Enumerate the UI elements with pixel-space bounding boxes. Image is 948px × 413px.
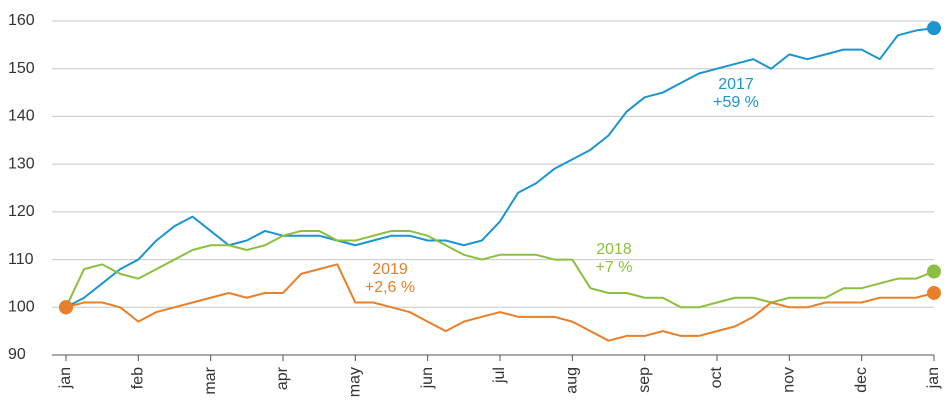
y-tick-label: 120	[8, 203, 35, 220]
end-dot	[927, 264, 941, 279]
y-tick-label: 160	[8, 12, 35, 29]
y-tick-label: 100	[8, 299, 35, 316]
y-tick-label: 140	[8, 108, 35, 125]
x-tick-label: nov	[781, 367, 798, 393]
x-tick-label: sep	[636, 367, 653, 393]
end-dot	[927, 21, 941, 36]
start-dot	[59, 300, 73, 315]
y-tick-label: 90	[8, 346, 26, 363]
x-tick-label: jan	[57, 367, 74, 389]
x-tick-label: apr	[274, 366, 291, 390]
series-line	[65, 263, 935, 342]
y-tick-label: 110	[8, 251, 34, 268]
series-change: +2,6 %	[365, 279, 415, 296]
x-tick-label: jul	[491, 367, 508, 384]
x-tick-label: aug	[564, 367, 581, 394]
y-tick-label: 150	[8, 60, 35, 77]
series-label: 2018	[596, 241, 632, 258]
series-label: 2017	[718, 76, 754, 93]
x-tick-label: oct	[708, 366, 725, 388]
x-tick-label: dec	[853, 367, 870, 393]
x-tick-label: jan	[925, 367, 942, 389]
x-tick-label: mar	[202, 366, 219, 394]
series-label: 2019	[372, 261, 408, 278]
series-line	[65, 229, 935, 309]
series-change: +59 %	[713, 94, 759, 111]
series-change: +7 %	[596, 259, 633, 276]
x-tick-label: jun	[419, 367, 436, 389]
x-tick-label: feb	[130, 367, 147, 389]
end-dot	[927, 285, 941, 300]
x-tick-label: may	[347, 367, 364, 397]
y-tick-label: 130	[8, 155, 35, 172]
series-line	[65, 27, 935, 309]
